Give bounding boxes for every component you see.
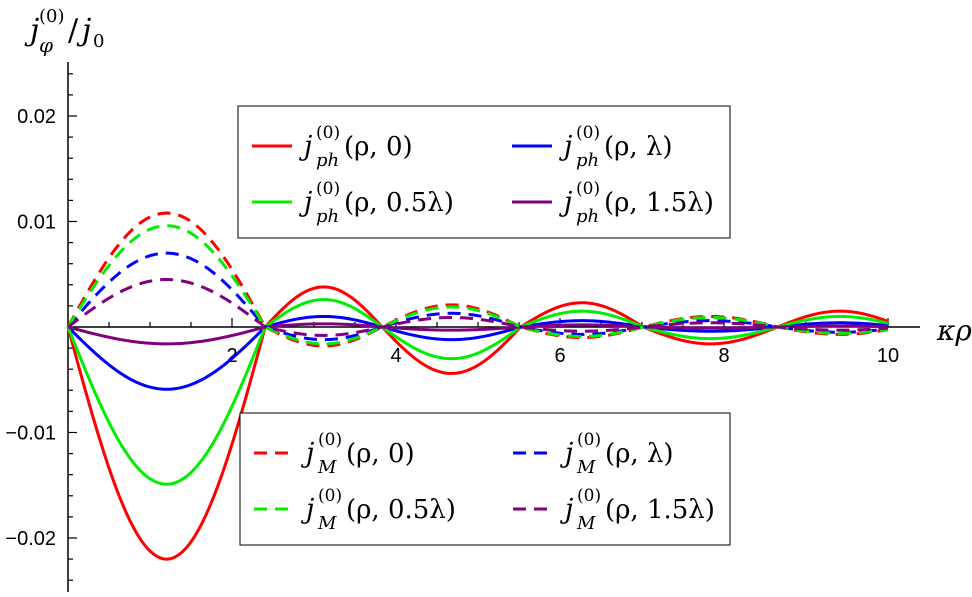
y-tick-label: 0.01 [17, 212, 56, 234]
svg-text:(ρ, 0.5λ): (ρ, 0.5λ) [346, 495, 456, 525]
axes: 2 4 6 8 10 0.02 0.01 −0.01 −0.02 [5, 62, 920, 592]
svg-text:(0): (0) [318, 430, 342, 450]
legend-entry: j (0)M (ρ, 0.5λ) [301, 486, 456, 534]
x-tick-label: 10 [877, 345, 899, 367]
svg-text:ph: ph [316, 206, 339, 227]
svg-text:M: M [317, 457, 337, 478]
svg-text:M: M [317, 513, 337, 534]
curves [66, 211, 889, 561]
svg-text:(0): (0) [576, 123, 600, 143]
svg-text:j: j [76, 13, 91, 48]
legend-top: j (0)ph (ρ, 0) j (0)ph (ρ, λ)j (0)ph (ρ, 0.5λ) j… [237, 105, 731, 239]
y-tick-label: 0.02 [17, 106, 56, 128]
legend-bottom: j (0)M (ρ, 0) j (0)M (ρ, λ)j (0)M (ρ, 0.5λ) j (0)… [239, 412, 731, 546]
y-tick-label: −0.02 [5, 528, 56, 550]
svg-text:(ρ, 0): (ρ, 0) [346, 439, 415, 469]
series-j-m-0-0-5--dashed [66, 224, 889, 346]
svg-text:ph: ph [576, 206, 599, 227]
svg-text:/: / [68, 13, 79, 48]
svg-text:(0): (0) [318, 486, 342, 506]
legend-entry: j (0)M (ρ, 1.5λ) [560, 486, 715, 534]
legend-entry: j (0)ph (ρ, 0.5λ) [299, 179, 454, 227]
x-axis-label: κρ [936, 314, 972, 347]
svg-text:(ρ, 0.5λ): (ρ, 0.5λ) [344, 188, 454, 218]
y-axis-label: j φ (0) / j 0 [24, 6, 104, 57]
svg-text:(0): (0) [39, 6, 65, 27]
series-j-ph-0--solid [66, 314, 889, 391]
svg-text:M: M [576, 513, 596, 534]
x-tick-label: 8 [718, 345, 729, 367]
svg-text:(0): (0) [316, 179, 340, 199]
svg-text:φ: φ [39, 33, 53, 57]
svg-text:(0): (0) [316, 123, 340, 143]
series-j-m-0-0--dashed [66, 211, 889, 348]
x-tick-label: 6 [554, 345, 565, 367]
x-tick-label: 4 [390, 345, 401, 367]
svg-text:(ρ, 0): (ρ, 0) [344, 132, 413, 162]
svg-text:(0): (0) [576, 179, 600, 199]
legend-box [239, 412, 731, 546]
svg-text:(ρ, λ): (ρ, λ) [605, 439, 674, 469]
y-tick-label: −0.01 [5, 423, 56, 445]
svg-text:(0): (0) [577, 430, 601, 450]
svg-text:κρ: κρ [936, 314, 972, 347]
svg-text:(0): (0) [577, 486, 601, 506]
series-j-ph-0-0-5--solid [66, 298, 889, 486]
svg-text:(ρ, λ): (ρ, λ) [604, 132, 673, 162]
legend-entry: j (0)ph (ρ, 1.5λ) [559, 179, 714, 227]
legend-entry: j (0)M (ρ, 0) [301, 430, 415, 478]
svg-text:ph: ph [576, 150, 599, 171]
series-j-ph-0-0--solid [66, 285, 889, 561]
series-j-m-0--dashed [66, 251, 889, 342]
svg-text:j: j [24, 13, 39, 48]
legend-box [237, 105, 731, 239]
svg-text:ph: ph [316, 150, 339, 171]
svg-text:(ρ, 1.5λ): (ρ, 1.5λ) [605, 495, 715, 525]
series-j-ph-0-1-5--solid [67, 322, 889, 346]
svg-text:0: 0 [93, 31, 104, 52]
svg-text:M: M [576, 457, 596, 478]
x-tick-label: 2 [226, 345, 237, 367]
series-j-m-0-1-5--dashed [67, 278, 889, 337]
svg-text:(ρ, 1.5λ): (ρ, 1.5λ) [604, 188, 714, 218]
